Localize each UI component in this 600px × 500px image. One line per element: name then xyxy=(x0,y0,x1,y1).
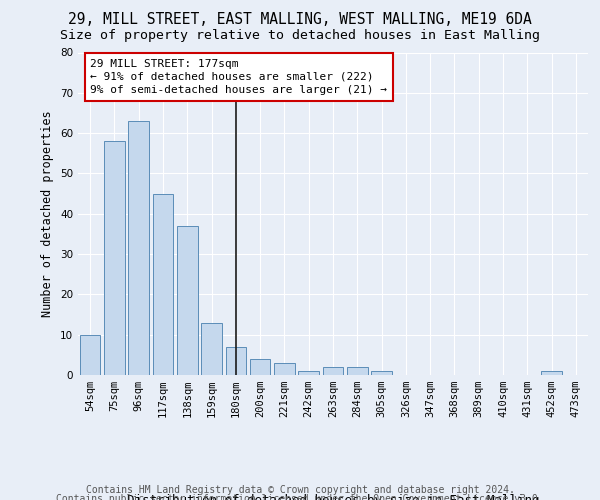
Bar xyxy=(201,322,222,375)
Y-axis label: Number of detached properties: Number of detached properties xyxy=(41,110,55,317)
Text: 29 MILL STREET: 177sqm
← 91% of detached houses are smaller (222)
9% of semi-det: 29 MILL STREET: 177sqm ← 91% of detached… xyxy=(90,58,387,95)
Bar xyxy=(323,367,343,375)
Bar xyxy=(250,359,271,375)
Bar xyxy=(128,121,149,375)
Bar xyxy=(298,371,319,375)
Bar xyxy=(347,367,368,375)
Text: Contains HM Land Registry data © Crown copyright and database right 2024.: Contains HM Land Registry data © Crown c… xyxy=(86,485,514,495)
Bar xyxy=(541,371,562,375)
Bar xyxy=(371,371,392,375)
X-axis label: Distribution of detached houses by size in East Malling: Distribution of detached houses by size … xyxy=(127,494,539,500)
Bar xyxy=(226,347,246,375)
Bar xyxy=(104,141,125,375)
Text: 29, MILL STREET, EAST MALLING, WEST MALLING, ME19 6DA: 29, MILL STREET, EAST MALLING, WEST MALL… xyxy=(68,12,532,28)
Bar xyxy=(80,334,100,375)
Text: Size of property relative to detached houses in East Malling: Size of property relative to detached ho… xyxy=(60,29,540,42)
Text: Contains public sector information licensed under the Open Government Licence v3: Contains public sector information licen… xyxy=(56,494,544,500)
Bar xyxy=(274,363,295,375)
Bar xyxy=(177,226,197,375)
Bar xyxy=(152,194,173,375)
